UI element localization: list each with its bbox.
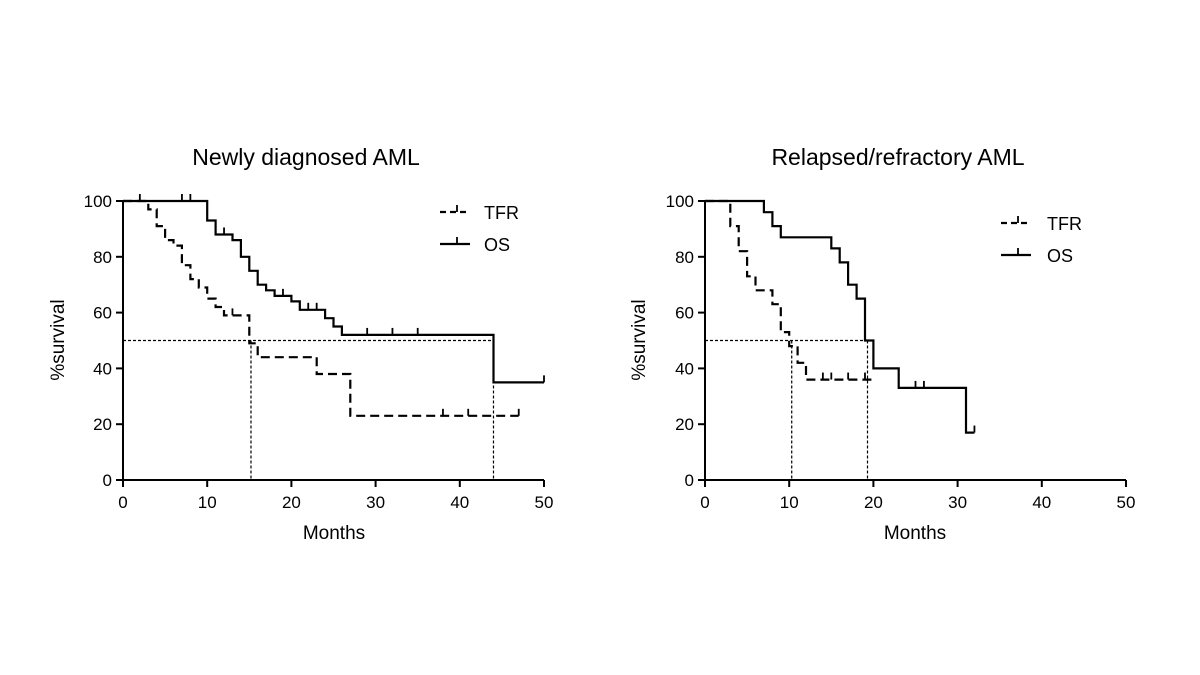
y-tick-label: 0 (103, 471, 112, 490)
x-tick-label: 0 (118, 493, 127, 512)
series-tfr-curve (123, 199, 519, 417)
y-axis-label: %survival (629, 299, 650, 380)
x-tick-label: 20 (864, 493, 883, 512)
y-tick-label: 40 (93, 359, 112, 378)
x-tick-label: 10 (780, 493, 799, 512)
x-tick-label: 50 (1117, 493, 1136, 512)
chart-title: Relapsed/refractory AML (771, 144, 1024, 170)
x-tick-label: 40 (1032, 493, 1051, 512)
y-tick-label: 20 (93, 415, 112, 434)
chart-newly-diagnosed: Newly diagnosed AML Months %survival TFR… (48, 144, 553, 544)
series-tfr-curve (705, 199, 874, 381)
y-tick-label: 80 (675, 248, 694, 267)
y-tick-label: 40 (675, 359, 694, 378)
x-tick-label: 10 (198, 493, 217, 512)
legend-label-os: OS (484, 235, 510, 255)
x-axis-label: Months (884, 523, 946, 544)
x-tick-label: 30 (948, 493, 967, 512)
y-tick-label: 20 (675, 415, 694, 434)
x-tick-label: 20 (282, 493, 301, 512)
chart-relapsed-refractory: Relapsed/refractory AML Months %survival… (629, 144, 1135, 544)
x-tick-label: 30 (366, 493, 385, 512)
legend-label-tfr: TFR (1047, 214, 1082, 234)
y-tick-label: 60 (93, 304, 112, 323)
series-os-curve (123, 199, 544, 384)
legend-label-os: OS (1047, 246, 1073, 266)
y-tick-label: 0 (685, 471, 694, 490)
y-tick-label: 80 (93, 248, 112, 267)
x-tick-label: 40 (450, 493, 469, 512)
y-tick-label: 100 (84, 192, 112, 211)
chart-title: Newly diagnosed AML (192, 144, 420, 170)
y-tick-label: 60 (675, 304, 694, 323)
x-tick-label: 0 (700, 493, 709, 512)
legend-label-tfr: TFR (484, 203, 519, 223)
x-axis-label: Months (303, 523, 365, 544)
y-axis-label: %survival (48, 299, 69, 380)
x-tick-label: 50 (535, 493, 554, 512)
series-os-curve (705, 199, 975, 434)
y-tick-label: 100 (666, 192, 694, 211)
